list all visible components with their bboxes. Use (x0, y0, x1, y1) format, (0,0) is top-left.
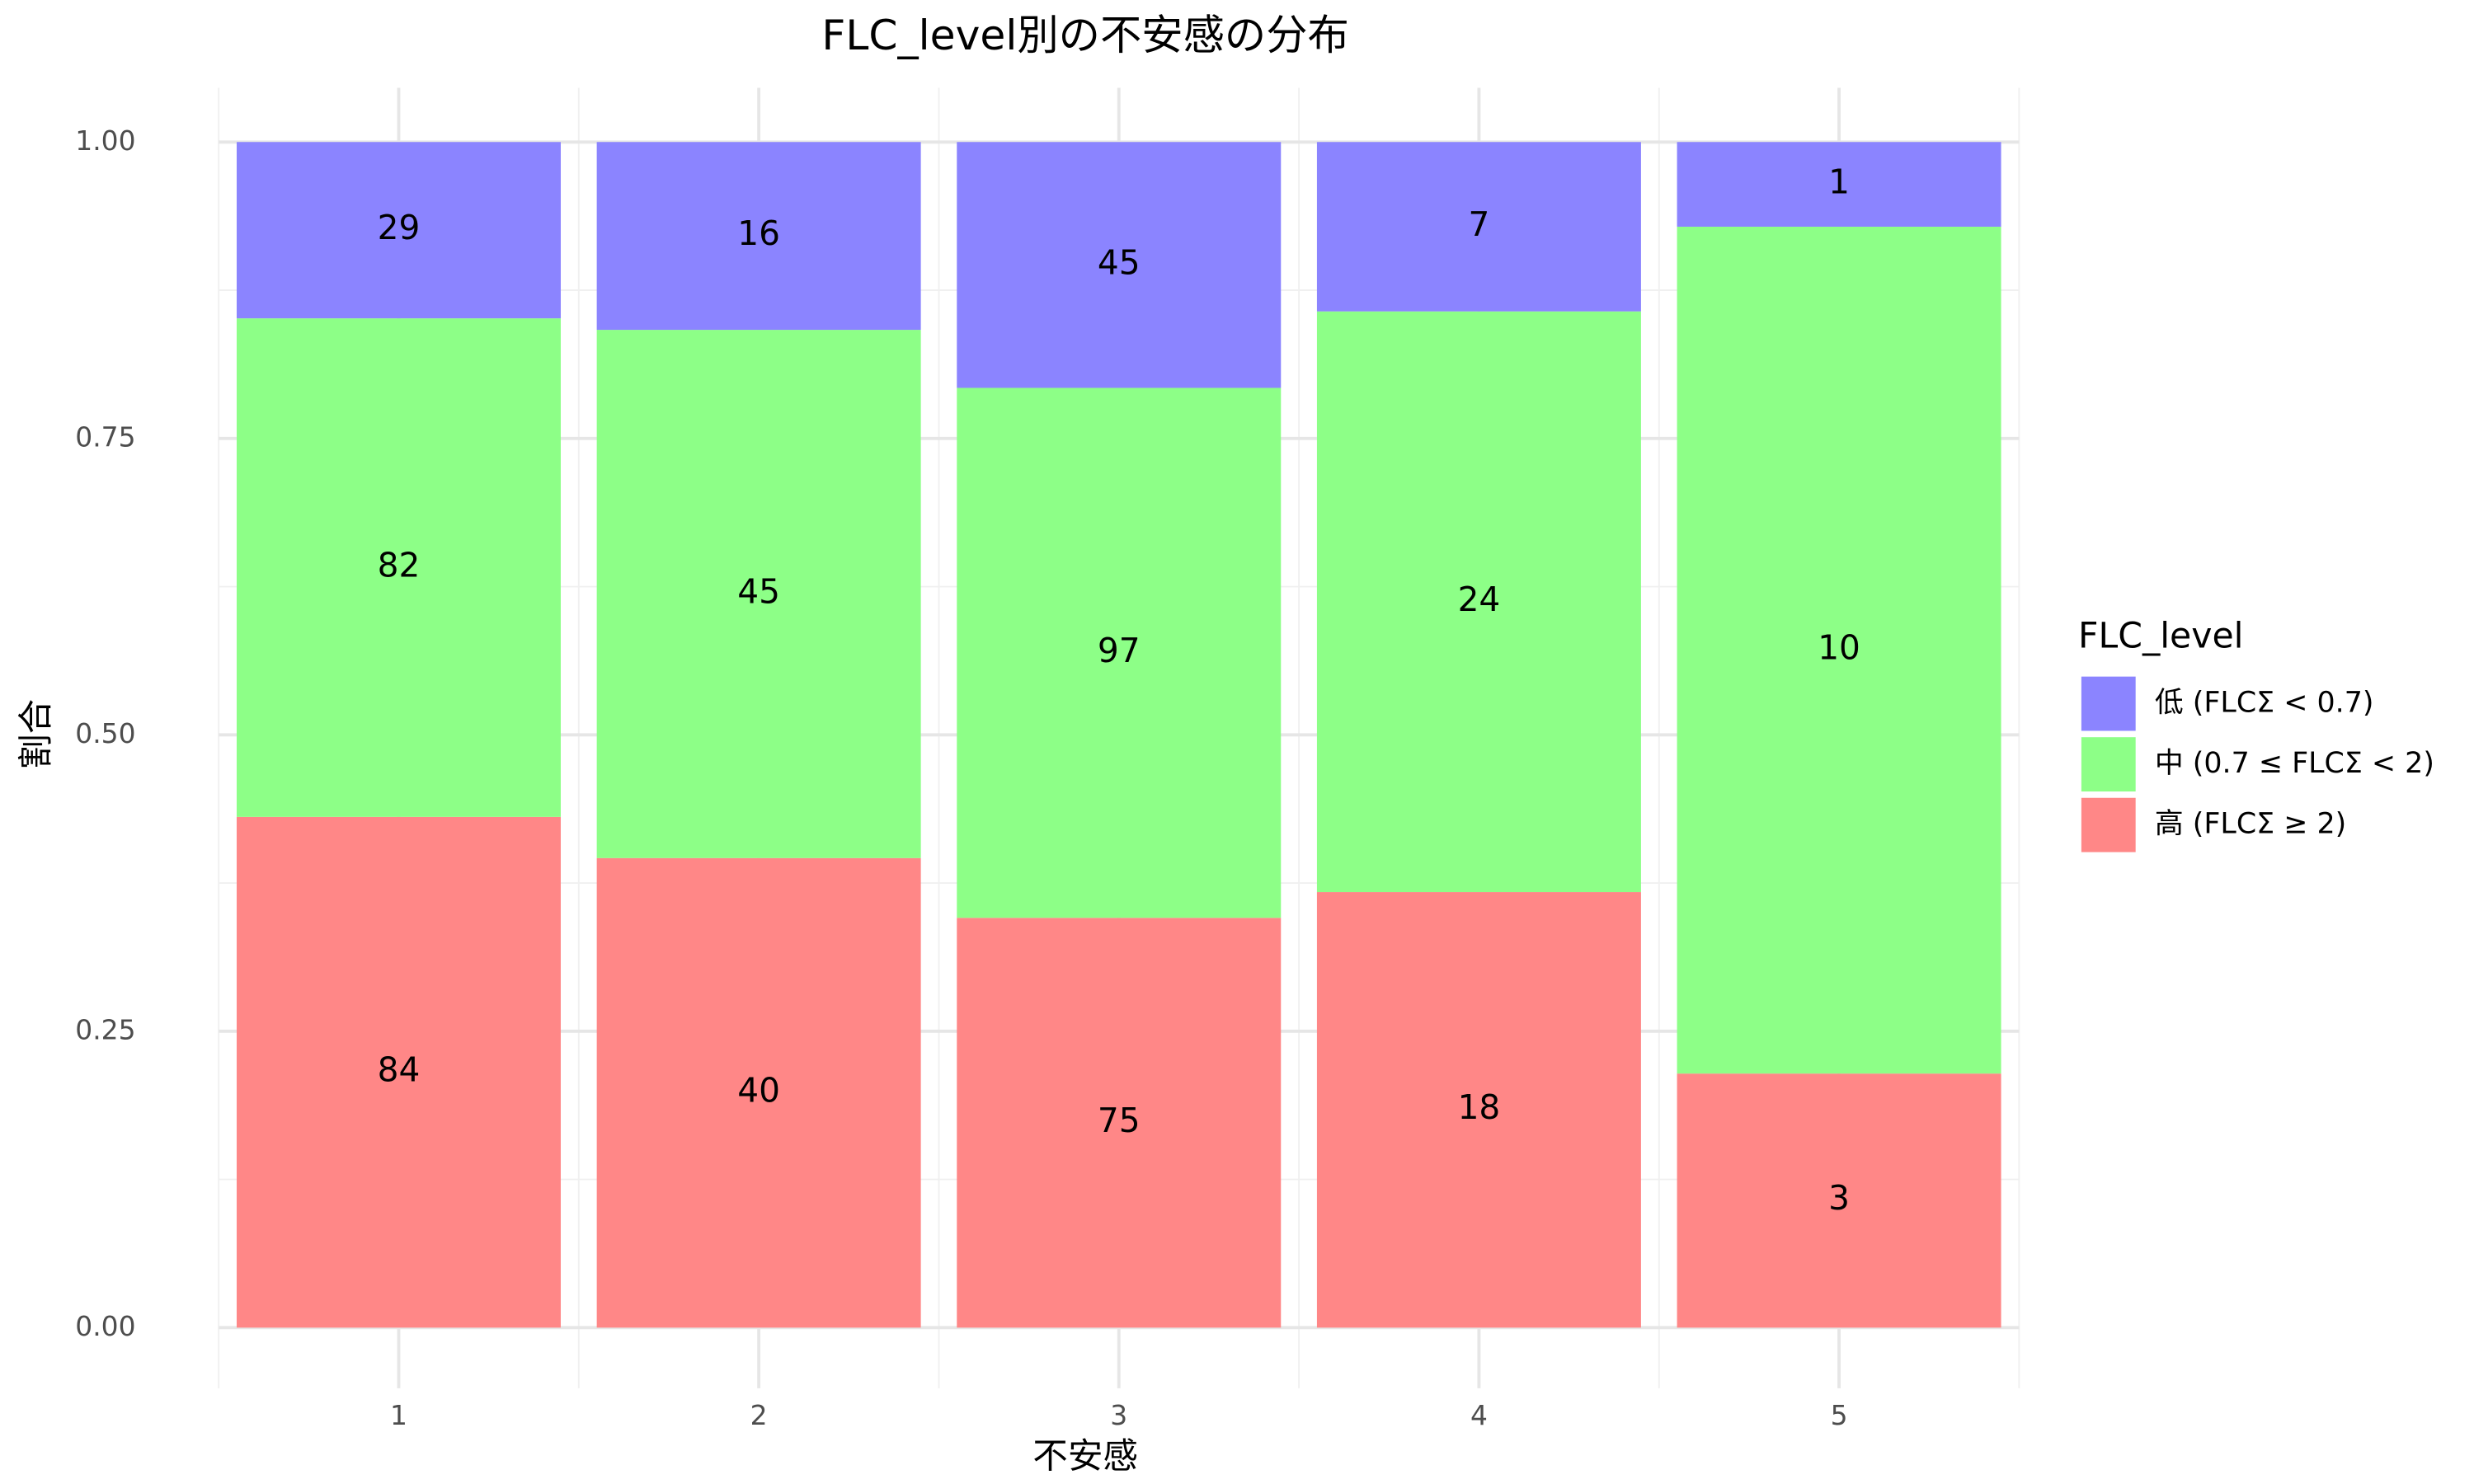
chart-title: FLC_level別の不安感の分布 (821, 11, 1348, 59)
data-label: 75 (1098, 1101, 1141, 1140)
y-tick-label: 0.00 (75, 1310, 135, 1342)
legend-label: 中 (0.7 ≤ FLCΣ < 2) (2155, 747, 2434, 780)
legend-key (2081, 797, 2136, 852)
y-tick-label: 0.75 (75, 420, 135, 453)
bar-segment (236, 816, 561, 1328)
y-tick-label: 0.25 (75, 1013, 135, 1045)
x-tick-label: 3 (1110, 1399, 1127, 1431)
data-label: 97 (1098, 631, 1141, 670)
x-tick-label: 4 (1470, 1399, 1488, 1431)
legend-title: FLC_level (2078, 616, 2243, 657)
x-tick-label: 2 (750, 1399, 768, 1431)
data-label: 84 (378, 1050, 421, 1090)
bar-segment (1316, 892, 1641, 1328)
data-label: 45 (737, 571, 780, 611)
bar-segment (596, 857, 921, 1328)
data-label: 16 (737, 214, 780, 253)
data-label: 40 (737, 1071, 780, 1111)
y-tick-label: 1.00 (75, 124, 135, 157)
data-label: 29 (378, 208, 421, 247)
y-axis-title: 割合 (16, 699, 57, 769)
bar-segment (1316, 311, 1641, 893)
legend-key (2081, 737, 2136, 791)
bar-segment (957, 918, 1282, 1328)
data-label: 7 (1468, 204, 1489, 244)
data-label: 18 (1458, 1087, 1501, 1127)
legend-label: 高 (FLCΣ ≥ 2) (2155, 808, 2346, 841)
bar-segment (236, 318, 561, 817)
data-label: 3 (1828, 1178, 1850, 1218)
bar-segment (596, 142, 921, 331)
legend-label: 低 (FLCΣ < 0.7) (2155, 687, 2374, 720)
bar-segment (1677, 142, 2001, 227)
x-tick-label: 5 (1831, 1399, 1848, 1431)
data-label: 10 (1818, 628, 1860, 668)
bar-segment (1316, 142, 1641, 312)
x-axis-title: 不安感 (1032, 1436, 1138, 1477)
bar-segment (236, 142, 561, 319)
bar-segment (1677, 226, 2001, 1074)
bar-segment (596, 330, 921, 858)
data-label: 82 (378, 545, 421, 585)
x-tick-label: 1 (390, 1399, 407, 1431)
legend-key (2081, 676, 2136, 731)
data-label: 45 (1098, 242, 1141, 282)
bar-segment (957, 142, 1282, 388)
bar-segment (1677, 1073, 2001, 1328)
data-label: 1 (1828, 162, 1850, 202)
bar-segment (957, 387, 1282, 918)
data-label: 24 (1458, 580, 1501, 619)
y-tick-label: 0.50 (75, 717, 135, 749)
